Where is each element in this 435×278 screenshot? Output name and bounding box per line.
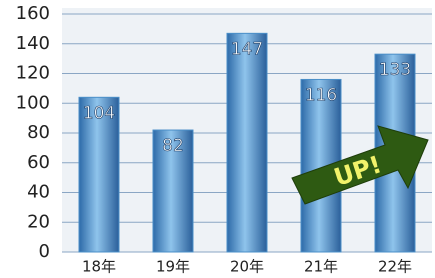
y-tick-label: 100 bbox=[16, 92, 50, 113]
value-label: 116 bbox=[305, 85, 337, 105]
value-label: 133 bbox=[379, 60, 411, 80]
value-label: 104 bbox=[83, 103, 115, 123]
y-tick-label: 140 bbox=[16, 33, 50, 54]
x-tick-label: 20年 bbox=[230, 258, 264, 276]
x-tick-label: 18年 bbox=[82, 258, 116, 276]
y-tick-label: 20 bbox=[27, 211, 50, 232]
y-tick-label: 160 bbox=[16, 3, 50, 24]
x-tick-label: 19年 bbox=[156, 258, 190, 276]
value-label: 82 bbox=[162, 136, 184, 156]
y-tick-label: 40 bbox=[27, 182, 50, 203]
y-tick-label: 0 bbox=[39, 241, 50, 262]
value-label: 147 bbox=[231, 39, 263, 59]
chart: 0 20 40 60 80 100 120 140 160 18年 104 19年 82 20年 147 2… bbox=[0, 0, 435, 278]
y-tick-label: 80 bbox=[27, 122, 50, 143]
x-tick-label: 22年 bbox=[378, 258, 412, 276]
bar bbox=[227, 33, 267, 252]
y-tick-label: 60 bbox=[27, 152, 50, 173]
y-tick-label: 120 bbox=[16, 63, 50, 84]
x-tick-label: 21年 bbox=[304, 258, 338, 276]
